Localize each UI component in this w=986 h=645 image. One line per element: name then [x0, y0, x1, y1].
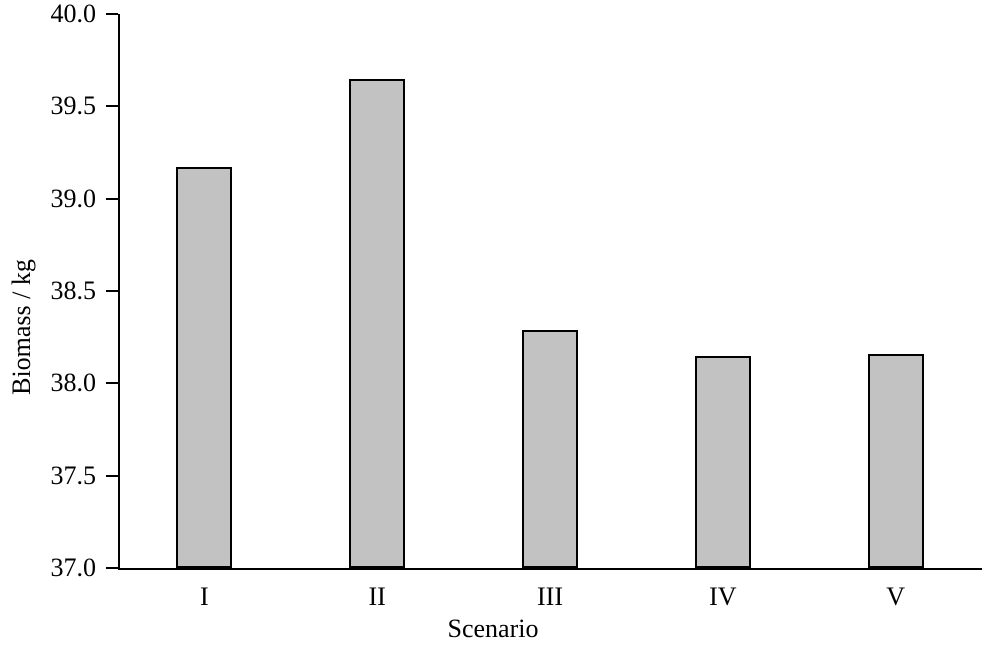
bar-IV	[694, 356, 751, 568]
y-axis-tick-mark	[106, 474, 118, 477]
y-axis-tick-label: 39.0	[50, 183, 97, 213]
y-axis-tick-mark	[106, 13, 118, 15]
x-axis-tick-label: III	[537, 582, 563, 611]
y-axis-tick-mark	[106, 567, 118, 569]
x-axis-tick-label: V	[886, 582, 905, 611]
bar-V	[867, 354, 924, 568]
x-axis-tick-label: IV	[709, 582, 737, 611]
y-axis-tick-mark	[106, 105, 118, 108]
y-axis-tick-mark	[106, 197, 118, 200]
y-axis-tick-mark	[106, 382, 118, 385]
bar-III	[522, 330, 578, 568]
x-axis-title: Scenario	[447, 614, 539, 643]
y-axis-tick-label: 37.0	[50, 553, 97, 582]
y-axis-tick-mark	[106, 290, 118, 292]
bar-II	[349, 79, 406, 568]
y-axis-tick-label: 38.5	[50, 276, 97, 305]
y-axis-tick-label: 40.0	[50, 0, 97, 28]
x-axis-tick-label: II	[368, 582, 386, 611]
y-axis-tick-label: 39.5	[50, 91, 97, 121]
x-axis-tick-label: I	[200, 582, 209, 611]
y-axis-tick-label: 37.5	[50, 460, 97, 490]
plot-area	[118, 14, 982, 570]
y-axis-tick-label: 38.0	[50, 368, 97, 398]
bar-I	[176, 167, 233, 568]
